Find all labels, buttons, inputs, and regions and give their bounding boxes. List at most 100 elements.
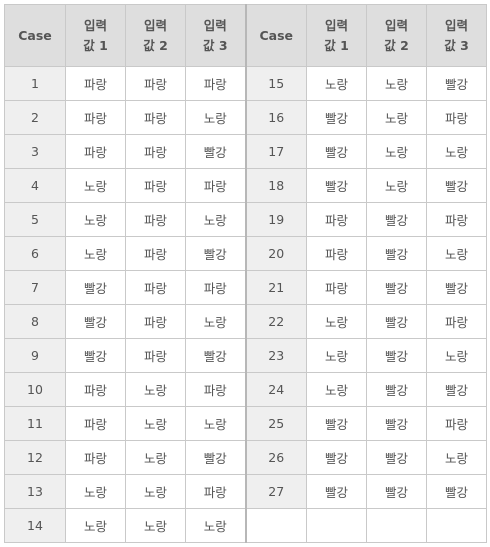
- value-cell: 빨강: [306, 134, 367, 169]
- table-row: 4 노랑 파랑 파랑 18 빨강 노랑 빨강: [4, 168, 487, 203]
- value-cell: 노랑: [125, 508, 186, 543]
- input-header-3-right: 입력 값 3: [426, 4, 487, 67]
- input-header-line1: 입력: [203, 17, 227, 33]
- value-cell: 파랑: [125, 270, 186, 305]
- value-cell: 노랑: [306, 338, 367, 373]
- table-row: 7 빨강 파랑 파랑 21 파랑 빨강 빨강: [4, 270, 487, 305]
- case-cell: 4: [4, 168, 66, 203]
- value-cell: 노랑: [306, 66, 367, 101]
- table-row: 14 노랑 노랑 노랑: [4, 508, 487, 543]
- value-cell: 파랑: [185, 372, 246, 407]
- value-cell: 노랑: [185, 202, 246, 237]
- value-cell: 빨강: [426, 372, 487, 407]
- input-header-line2: 값 2: [143, 37, 168, 53]
- value-cell: 노랑: [65, 202, 126, 237]
- value-cell: 파랑: [65, 440, 126, 475]
- value-cell: 노랑: [185, 508, 246, 543]
- input-header-line2: 값 3: [202, 37, 228, 53]
- case-cell: 22: [244, 304, 307, 339]
- value-cell: 노랑: [366, 66, 427, 101]
- empty-cell: [366, 508, 427, 543]
- value-cell: 파랑: [65, 66, 126, 101]
- value-cell: 파랑: [306, 236, 367, 271]
- value-cell: 빨강: [306, 406, 367, 441]
- value-cell: 파랑: [65, 100, 126, 135]
- table-row: 12 파랑 노랑 빨강 26 빨강 빨강 노랑: [4, 440, 487, 475]
- value-cell: 노랑: [65, 474, 126, 509]
- value-cell: 파랑: [185, 168, 246, 203]
- empty-cell: [244, 508, 307, 543]
- value-cell: 파랑: [306, 202, 367, 237]
- value-cell: 빨강: [426, 474, 487, 509]
- header-row: Case 입력 값 1 입력 값 2 입력 값 3 Case 입력 값 1 입력 값 2 …: [4, 4, 487, 67]
- value-cell: 노랑: [125, 474, 186, 509]
- empty-cell: [426, 508, 487, 543]
- value-cell: 파랑: [426, 304, 487, 339]
- value-cell: 파랑: [125, 100, 186, 135]
- value-cell: 빨강: [366, 372, 427, 407]
- value-cell: 파랑: [65, 134, 126, 169]
- case-table: Case 입력 값 1 입력 값 2 입력 값 3 Case 입력 값 1 입력 값 2 …: [4, 4, 487, 543]
- case-cell: 14: [4, 508, 66, 543]
- case-cell: 20: [244, 236, 307, 271]
- value-cell: 파랑: [306, 270, 367, 305]
- value-cell: 파랑: [185, 474, 246, 509]
- value-cell: 빨강: [185, 134, 246, 169]
- value-cell: 빨강: [185, 440, 246, 475]
- value-cell: 파랑: [125, 66, 186, 101]
- value-cell: 노랑: [125, 406, 186, 441]
- case-cell: 16: [244, 100, 307, 135]
- value-cell: 노랑: [426, 236, 487, 271]
- value-cell: 노랑: [65, 168, 126, 203]
- case-cell: 12: [4, 440, 66, 475]
- case-cell: 1: [4, 66, 66, 101]
- value-cell: 파랑: [185, 270, 246, 305]
- value-cell: 빨강: [366, 236, 427, 271]
- case-cell: 25: [244, 406, 307, 441]
- input-header-1-right: 입력 값 1: [306, 4, 367, 67]
- value-cell: 빨강: [366, 304, 427, 339]
- case-cell: 3: [4, 134, 66, 169]
- input-header-line1: 입력: [83, 17, 107, 33]
- value-cell: 빨강: [185, 236, 246, 271]
- value-cell: 빨강: [426, 66, 487, 101]
- case-cell: 10: [4, 372, 66, 407]
- input-header-line2: 값 3: [444, 37, 469, 53]
- value-cell: 빨강: [306, 440, 367, 475]
- value-cell: 노랑: [125, 440, 186, 475]
- input-header-line2: 값 2: [384, 37, 409, 53]
- value-cell: 파랑: [125, 304, 186, 339]
- case-header-left: Case: [4, 4, 66, 67]
- value-cell: 노랑: [185, 406, 246, 441]
- value-cell: 파랑: [65, 406, 126, 441]
- value-cell: 노랑: [306, 372, 367, 407]
- empty-cell: [306, 508, 367, 543]
- value-cell: 파랑: [125, 236, 186, 271]
- value-cell: 빨강: [366, 270, 427, 305]
- value-cell: 빨강: [65, 338, 126, 373]
- value-cell: 노랑: [65, 508, 126, 543]
- table-row: 13 노랑 노랑 파랑 27 빨강 빨강 빨강: [4, 474, 487, 509]
- value-cell: 노랑: [306, 304, 367, 339]
- value-cell: 빨강: [306, 100, 367, 135]
- value-cell: 파랑: [185, 66, 246, 101]
- case-cell: 13: [4, 474, 66, 509]
- value-cell: 빨강: [366, 440, 427, 475]
- table-row: 5 노랑 파랑 노랑 19 파랑 빨강 파랑: [4, 202, 487, 237]
- case-header-right: Case: [244, 4, 307, 67]
- case-cell: 19: [244, 202, 307, 237]
- input-header-1-left: 입력 값 1: [65, 4, 126, 67]
- value-cell: 노랑: [125, 372, 186, 407]
- case-cell: 23: [244, 338, 307, 373]
- value-cell: 파랑: [426, 202, 487, 237]
- value-cell: 빨강: [426, 270, 487, 305]
- case-cell: 8: [4, 304, 66, 339]
- value-cell: 빨강: [65, 304, 126, 339]
- value-cell: 빨강: [65, 270, 126, 305]
- case-cell: 21: [244, 270, 307, 305]
- value-cell: 파랑: [125, 134, 186, 169]
- input-header-line2: 값 1: [324, 37, 349, 53]
- value-cell: 노랑: [426, 440, 487, 475]
- case-cell: 5: [4, 202, 66, 237]
